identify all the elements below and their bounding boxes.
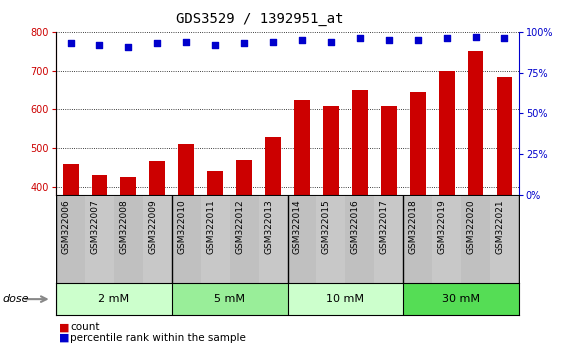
Bar [143, 195, 172, 283]
Point [500, 35, 509, 41]
Text: 30 mM: 30 mM [442, 294, 480, 304]
Text: GSM322020: GSM322020 [467, 199, 476, 254]
Text: GSM322014: GSM322014 [293, 199, 302, 254]
Point [269, 39, 278, 45]
Point [182, 39, 191, 45]
Bar [294, 100, 310, 342]
Text: percentile rank within the sample: percentile rank within the sample [70, 333, 246, 343]
Point [153, 40, 162, 46]
Bar [323, 105, 339, 342]
Bar [63, 165, 79, 342]
Text: GSM322013: GSM322013 [264, 199, 273, 254]
Bar [201, 195, 229, 283]
Bar [288, 283, 403, 315]
Point [327, 39, 335, 45]
Point [124, 44, 133, 49]
Bar [259, 195, 287, 283]
Text: 10 mM: 10 mM [327, 294, 364, 304]
Bar [178, 144, 194, 342]
Bar [352, 90, 368, 342]
Bar [490, 195, 519, 283]
Bar [403, 283, 519, 315]
Bar [265, 137, 281, 342]
Text: count: count [70, 322, 100, 332]
Text: GSM322008: GSM322008 [119, 199, 128, 254]
Text: GSM322017: GSM322017 [380, 199, 389, 254]
Bar [56, 283, 172, 315]
Text: GSM322015: GSM322015 [322, 199, 331, 254]
Point [211, 42, 220, 48]
Bar [85, 195, 114, 283]
Bar [374, 195, 403, 283]
Bar [410, 92, 426, 342]
Text: GSM322007: GSM322007 [90, 199, 99, 254]
Point [297, 37, 306, 43]
Bar [114, 195, 143, 283]
Bar [207, 171, 223, 342]
Text: GDS3529 / 1392951_at: GDS3529 / 1392951_at [176, 12, 343, 27]
Bar [236, 160, 252, 342]
Text: GSM322011: GSM322011 [206, 199, 215, 254]
Bar [316, 195, 346, 283]
Text: GSM322018: GSM322018 [408, 199, 418, 254]
Bar [381, 106, 397, 342]
Bar [432, 195, 461, 283]
Point [384, 37, 393, 43]
Bar [403, 195, 432, 283]
Text: 5 mM: 5 mM [214, 294, 245, 304]
Text: ■: ■ [59, 333, 70, 343]
Point [471, 34, 480, 40]
Text: GSM322010: GSM322010 [177, 199, 186, 254]
Point [66, 40, 75, 46]
Point [413, 37, 422, 43]
Bar [288, 195, 316, 283]
Text: GSM322012: GSM322012 [235, 199, 244, 254]
Point [355, 35, 364, 41]
Bar [467, 51, 484, 342]
Text: GSM322016: GSM322016 [351, 199, 360, 254]
Point [95, 42, 104, 48]
Bar [121, 177, 136, 342]
Text: dose: dose [3, 294, 29, 304]
Bar [496, 77, 512, 342]
Text: GSM322006: GSM322006 [62, 199, 71, 254]
Bar [172, 195, 201, 283]
Bar [149, 161, 165, 342]
Text: GSM322021: GSM322021 [495, 199, 504, 254]
Bar [439, 71, 454, 342]
Bar [229, 195, 259, 283]
Bar [346, 195, 374, 283]
Point [240, 40, 249, 46]
Bar [56, 195, 85, 283]
Bar [91, 175, 108, 342]
Bar [172, 283, 288, 315]
Text: 2 mM: 2 mM [98, 294, 130, 304]
Point [442, 35, 451, 41]
Bar [461, 195, 490, 283]
Text: ■: ■ [59, 322, 70, 332]
Text: GSM322009: GSM322009 [148, 199, 157, 254]
Text: GSM322019: GSM322019 [438, 199, 447, 254]
